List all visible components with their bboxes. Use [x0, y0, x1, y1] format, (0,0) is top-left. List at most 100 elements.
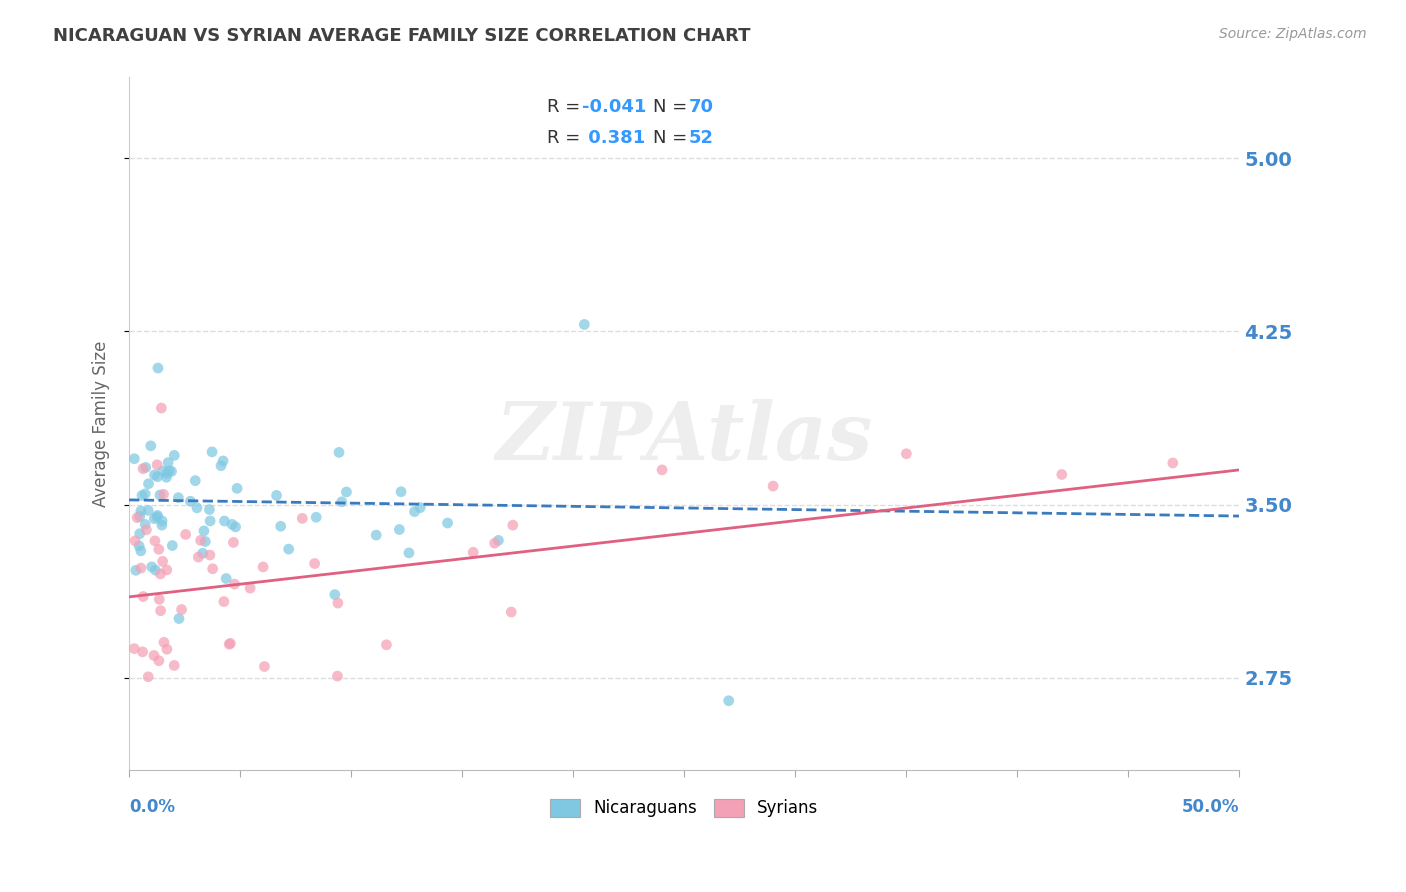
Point — [389, 484, 412, 499]
Point — [224, 577, 246, 591]
Point — [135, 523, 157, 537]
Point — [194, 534, 217, 549]
Point — [143, 648, 166, 663]
Point — [366, 528, 388, 542]
Point — [463, 545, 485, 559]
Point — [134, 487, 156, 501]
Point — [225, 520, 247, 534]
Point — [226, 482, 249, 496]
Point — [651, 463, 673, 477]
Point — [404, 505, 426, 519]
Point — [146, 469, 169, 483]
Point — [436, 516, 458, 530]
Point — [174, 527, 197, 541]
Point — [143, 533, 166, 548]
Point — [179, 494, 201, 508]
Point — [157, 456, 180, 470]
Point — [717, 694, 740, 708]
Text: -0.041: -0.041 — [582, 97, 647, 116]
Point — [148, 654, 170, 668]
Point — [146, 508, 169, 523]
Point — [574, 318, 596, 332]
Point — [160, 464, 183, 478]
Point — [323, 588, 346, 602]
Point — [129, 544, 152, 558]
Point — [128, 539, 150, 553]
Point — [201, 562, 224, 576]
Point — [138, 476, 160, 491]
Point — [156, 563, 179, 577]
Text: 70: 70 — [689, 97, 714, 116]
Point — [150, 518, 173, 533]
Point — [501, 605, 523, 619]
Point — [209, 458, 232, 473]
Point — [186, 500, 208, 515]
Point — [146, 361, 169, 376]
Point — [156, 467, 179, 481]
Point — [153, 635, 176, 649]
Point — [163, 449, 186, 463]
Point — [1050, 467, 1073, 482]
Point — [157, 464, 180, 478]
Point — [125, 563, 148, 577]
Point — [136, 503, 159, 517]
Point — [146, 509, 169, 524]
Point — [124, 451, 146, 466]
Point — [239, 581, 262, 595]
Point — [375, 638, 398, 652]
Point — [162, 539, 184, 553]
Point — [335, 485, 357, 500]
Point — [218, 637, 240, 651]
Point — [1161, 456, 1184, 470]
Point — [127, 510, 149, 524]
Point — [148, 592, 170, 607]
Point — [146, 458, 169, 472]
Point — [253, 659, 276, 673]
Point — [326, 669, 349, 683]
Point — [201, 445, 224, 459]
Point — [291, 511, 314, 525]
Point — [152, 464, 174, 478]
Point — [222, 535, 245, 549]
Point — [388, 523, 411, 537]
Point — [212, 594, 235, 608]
Point — [135, 460, 157, 475]
Point — [143, 467, 166, 482]
Point — [149, 488, 172, 502]
Point — [326, 596, 349, 610]
Point — [214, 514, 236, 528]
Point — [198, 502, 221, 516]
Point — [191, 546, 214, 560]
Point — [148, 542, 170, 557]
Text: N =: N = — [654, 97, 688, 116]
Point — [122, 641, 145, 656]
Point — [129, 561, 152, 575]
Text: ZIPAtlas: ZIPAtlas — [495, 399, 873, 476]
Point — [152, 487, 174, 501]
Legend: Nicaraguans, Syrians: Nicaraguans, Syrians — [544, 792, 825, 824]
Point — [502, 518, 524, 533]
Point — [139, 439, 162, 453]
Point — [150, 401, 173, 415]
Point — [212, 454, 235, 468]
Text: 0.381: 0.381 — [582, 129, 645, 147]
Point — [305, 510, 328, 524]
Point — [221, 517, 243, 532]
Y-axis label: Average Family Size: Average Family Size — [93, 341, 110, 507]
Text: NICARAGUAN VS SYRIAN AVERAGE FAMILY SIZE CORRELATION CHART: NICARAGUAN VS SYRIAN AVERAGE FAMILY SIZE… — [53, 27, 751, 45]
Point — [219, 636, 242, 650]
Point — [167, 491, 190, 505]
Point — [129, 504, 152, 518]
Point — [198, 548, 221, 562]
Point — [136, 670, 159, 684]
Point — [187, 550, 209, 565]
Point — [155, 470, 177, 484]
Text: Source: ZipAtlas.com: Source: ZipAtlas.com — [1219, 27, 1367, 41]
Point — [252, 560, 274, 574]
Point — [145, 563, 167, 577]
Point — [149, 566, 172, 581]
Point — [896, 447, 918, 461]
Point — [486, 533, 509, 548]
Point — [141, 559, 163, 574]
Point — [330, 495, 353, 509]
